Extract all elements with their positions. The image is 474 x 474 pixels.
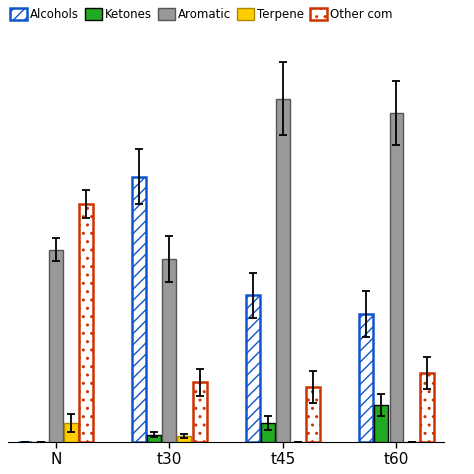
Bar xyxy=(390,112,403,442)
Bar xyxy=(147,435,161,442)
Bar xyxy=(261,423,275,442)
Bar xyxy=(79,204,93,442)
Bar xyxy=(132,176,146,442)
Bar xyxy=(246,295,260,442)
Bar xyxy=(306,387,320,442)
Bar xyxy=(177,436,191,442)
Bar xyxy=(276,99,290,442)
Legend: Alcohols, Ketones, Aromatic, Terpene, Other com: Alcohols, Ketones, Aromatic, Terpene, Ot… xyxy=(6,3,398,26)
Bar xyxy=(192,382,207,442)
Bar xyxy=(374,405,388,442)
Bar xyxy=(359,314,373,442)
Bar xyxy=(64,423,78,442)
Bar xyxy=(420,373,434,442)
Bar xyxy=(49,250,63,442)
Bar xyxy=(162,259,176,442)
